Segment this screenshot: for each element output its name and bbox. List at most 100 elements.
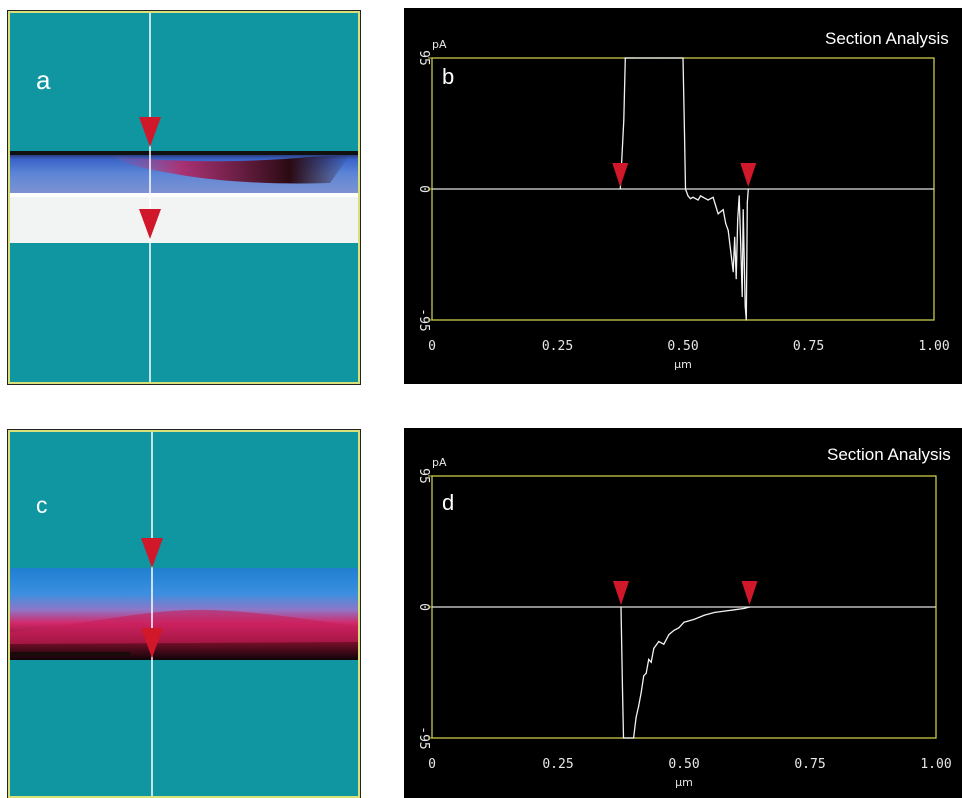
- plot-panel-d: 95 0 -95 pA 0 0.25 0.50 0.75 1.00 µm Section Anal…: [404, 428, 962, 798]
- data-point: [682, 57, 684, 59]
- x-tick-label: 0.50: [667, 339, 698, 354]
- data-point: [747, 188, 749, 190]
- data-point: [743, 607, 746, 609]
- data-point: [746, 202, 748, 204]
- data-point: [673, 629, 675, 632]
- data-point: [653, 647, 655, 649]
- y-tick-label: 95: [416, 468, 431, 484]
- data-point: [723, 610, 725, 612]
- data-point: [663, 643, 665, 645]
- y-tick-label: -95: [416, 726, 431, 749]
- panel-label-c: c: [36, 492, 48, 518]
- data-point: [744, 305, 746, 307]
- data-point: [650, 661, 652, 663]
- red-marker-arrow-icon: [612, 163, 629, 187]
- data-point: [715, 204, 717, 207]
- red-marker-arrow-icon[interactable]: [141, 538, 163, 568]
- data-point: [648, 658, 650, 660]
- y-tick-label: 95: [416, 50, 431, 66]
- x-tick-label: 0.25: [542, 757, 573, 772]
- data-point: [693, 618, 695, 621]
- red-marker-arrow-icon: [741, 581, 758, 605]
- data-point: [713, 611, 715, 614]
- red-marker-arrow-icon: [613, 581, 629, 605]
- image-c-canvas: [10, 432, 358, 796]
- data-point: [740, 243, 742, 245]
- x-tick-label: 0.25: [542, 339, 573, 354]
- data-point: [697, 199, 699, 201]
- x-axis-label: µm: [675, 776, 693, 789]
- image-panel-c: c: [7, 429, 361, 798]
- panel-label-b: b: [442, 64, 455, 89]
- data-point: [741, 295, 743, 298]
- data-point: [742, 209, 744, 211]
- section-analysis-chart-b: 95 0 -95 pA 0 0.25 0.50 0.75 1.00 µm: [416, 38, 950, 371]
- data-point: [712, 196, 714, 198]
- y-tick-label: -95: [416, 308, 431, 331]
- y-tick-label: 0: [416, 603, 431, 611]
- data-point: [683, 133, 686, 135]
- data-point: [725, 222, 727, 225]
- chart-title: Section Analysis: [827, 445, 951, 464]
- data-point: [727, 229, 729, 231]
- data-point: [707, 199, 709, 201]
- data-point: [621, 689, 624, 691]
- x-tick-label: 0: [428, 757, 436, 772]
- data-point: [733, 609, 735, 611]
- red-marker-arrow-icon[interactable]: [139, 209, 161, 239]
- data-point: [643, 675, 645, 677]
- image-band-dark-streak: [110, 155, 350, 184]
- panel-label-d: d: [442, 490, 455, 515]
- data-point: [633, 737, 635, 739]
- x-tick-label: 0: [428, 339, 436, 354]
- data-point: [619, 188, 621, 190]
- data-point: [717, 213, 719, 215]
- data-point: [645, 672, 647, 674]
- data-point: [632, 57, 634, 59]
- data-point: [624, 57, 626, 59]
- data-point: [734, 236, 736, 238]
- data-point: [668, 633, 670, 636]
- data-point: [683, 621, 685, 623]
- x-tick-label: 1.00: [918, 339, 949, 354]
- x-axis-label: µm: [674, 358, 692, 371]
- red-marker-arrow-icon[interactable]: [139, 117, 161, 147]
- chart-title: Section Analysis: [825, 29, 949, 48]
- data-point: [678, 627, 680, 629]
- data-trace-line: [620, 606, 750, 739]
- panel-label-a: a: [36, 65, 51, 95]
- data-point: [640, 691, 642, 694]
- data-point: [684, 188, 687, 190]
- data-point: [745, 319, 747, 321]
- plot-panel-b: 95 0 -95 pA 0 0.25 0.50 0.75 1.00 µm Section Anal…: [404, 8, 962, 384]
- data-point: [687, 195, 689, 197]
- data-point: [692, 196, 694, 198]
- data-point: [699, 195, 702, 197]
- data-point: [689, 198, 692, 200]
- data-point: [722, 209, 724, 211]
- data-point: [748, 606, 751, 608]
- red-marker-arrow-icon: [740, 163, 757, 187]
- data-point: [743, 257, 745, 259]
- image-panel-a: a: [7, 10, 361, 385]
- y-axis-label: pA: [432, 456, 447, 469]
- data-point: [658, 640, 660, 643]
- data-point: [638, 705, 640, 707]
- data-point: [623, 119, 625, 121]
- data-point: [657, 57, 659, 59]
- y-axis-label: pA: [432, 38, 447, 51]
- x-tick-label: 0.75: [794, 757, 825, 772]
- red-marker-arrow-icon[interactable]: [141, 628, 163, 658]
- data-point: [738, 195, 740, 197]
- data-point: [635, 716, 637, 718]
- data-point: [702, 196, 704, 198]
- data-point: [627, 737, 630, 739]
- x-tick-label: 1.00: [920, 757, 951, 772]
- y-tick-label: 0: [416, 185, 431, 193]
- image-a-canvas: [10, 13, 358, 382]
- data-point: [735, 278, 737, 280]
- image-band-white: [10, 197, 358, 243]
- data-point: [732, 271, 734, 273]
- x-tick-label: 0.50: [668, 757, 699, 772]
- data-point: [703, 614, 705, 616]
